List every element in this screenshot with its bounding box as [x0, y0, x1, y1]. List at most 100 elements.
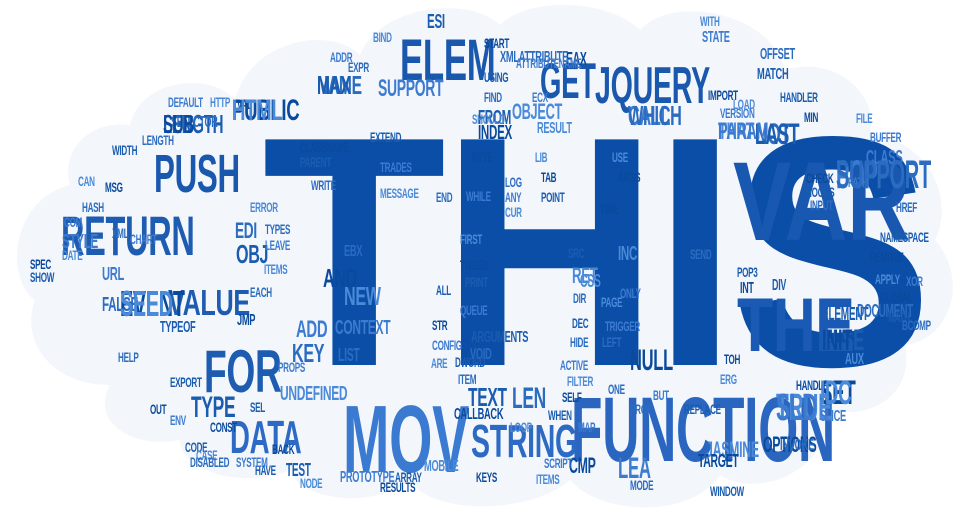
cloud-word: ECX [532, 89, 548, 105]
cloud-word: LEAVE [265, 237, 291, 253]
cloud-word: AND [323, 263, 358, 293]
cloud-word: WHEN [548, 407, 572, 423]
cloud-word: PROPS [278, 359, 305, 375]
cloud-word: HTML [232, 94, 283, 127]
cloud-word: CAN [78, 173, 95, 189]
cloud-word: INVOKE [780, 437, 814, 454]
cloud-word: CLASS [866, 147, 903, 169]
cloud-word: INIT [822, 324, 853, 357]
cloud-word: SLICE [820, 408, 846, 425]
cloud-word: DWORD [455, 354, 486, 370]
cloud-word: LOOP [510, 419, 532, 435]
cloud-word: FILTER [567, 373, 594, 389]
cloud-word: ARRAY [395, 469, 422, 485]
cloud-word: INDEX [478, 122, 513, 144]
cloud-word: ADDR [330, 49, 353, 65]
cloud-word: TARGET [698, 451, 739, 471]
cloud-word: OUT [150, 401, 167, 417]
cloud-word: WITH [700, 13, 720, 29]
cloud-word: FILE [856, 110, 873, 126]
cloud-word: FIND [484, 89, 502, 105]
cloud-word: ERG [720, 371, 737, 387]
cloud-word-large: VAR [733, 139, 910, 264]
cloud-word: CMP [569, 453, 596, 478]
cloud-word: SPEC [30, 256, 51, 272]
cloud-word: CHECK [806, 170, 834, 186]
cloud-word: HANDLER [780, 89, 818, 105]
cloud-word: MAP [578, 419, 596, 435]
cloud-word: INT [740, 280, 754, 297]
cloud-word: CONST [210, 419, 237, 435]
cloud-word: POP [836, 153, 878, 197]
cloud-word: TEXT [468, 382, 507, 412]
cloud-word: TRUE [776, 387, 832, 429]
cloud-word: CONTEXT [335, 317, 391, 339]
cloud-word: STATE [702, 29, 730, 46]
cloud-word-large: THE [737, 283, 855, 368]
cloud-word: KEYS [476, 469, 497, 485]
cloud-word: SELECTOR [171, 114, 218, 131]
cloud-word: SUPPORT [836, 153, 931, 197]
cloud-word: NEW [344, 281, 381, 311]
cloud-word: DISABLED [190, 454, 230, 470]
cloud-word: OBJ [236, 239, 269, 269]
cloud-word: PRINT [465, 274, 488, 290]
cloud-word: VOID [470, 346, 492, 363]
cloud-word: ARGUMENTS [471, 329, 529, 346]
cloud-word: XMLATTRIBUTE [500, 49, 569, 66]
cloud-word: AUX [845, 351, 864, 368]
cloud-word: RESULT [537, 120, 572, 137]
cloud-word: EACH [250, 284, 272, 300]
cloud-word: ONLY [620, 285, 641, 301]
cloud-word: COM [64, 214, 83, 230]
cloud-word: WHICH [628, 100, 682, 131]
cloud-word: CONFIG [432, 337, 462, 353]
cloud-word-large: GET [540, 53, 596, 109]
cloud-word: PROP [630, 401, 652, 417]
cloud-word-large: PUSH [154, 144, 240, 204]
cloud-word: HTTP [210, 94, 231, 110]
cloud-word: BCOMP [902, 317, 931, 333]
cloud-word: ADD [296, 316, 328, 343]
cloud-word: REMOVE [870, 249, 904, 265]
cloud-word: CUR [505, 204, 522, 220]
cloud-word: BIND [373, 29, 392, 45]
cloud-word: TRIGGER [605, 318, 640, 334]
cloud-word: NAMESPACE [880, 229, 929, 245]
cloud-word: ATTRIBUTENAME [516, 55, 582, 71]
cloud-word: TYPE [191, 391, 236, 424]
cloud-word: STYLE [62, 231, 98, 253]
cloud-word: WRITE [311, 177, 336, 193]
cloud-word: ITEMS [536, 471, 560, 487]
cloud-word: HANDLE [796, 377, 829, 393]
cloud-word: ARE [431, 355, 448, 371]
cloud-word: NOT [755, 118, 791, 151]
cloud-word: SET [820, 374, 856, 412]
cloud-word: LEA [618, 452, 651, 485]
cloud-word: EBX [344, 243, 363, 260]
cloud-word: INC [618, 243, 638, 265]
cloud-word: START [484, 35, 510, 51]
cloud-word: REPLACE [684, 401, 721, 417]
cloud-word: WHILE [466, 188, 491, 204]
cloud-word: LAST [755, 118, 800, 151]
cloud-word: EXPORT [170, 374, 202, 390]
cloud-word: DATE [62, 247, 83, 263]
cloud-word: ERROR [250, 199, 278, 215]
cloud-word: LIST [338, 345, 360, 365]
cloud-word: APPLY [875, 271, 900, 287]
cloud-word: TIME [600, 201, 619, 217]
cloud-word: SUB [163, 109, 194, 139]
cloud-word: DIR [573, 290, 587, 306]
cloud-word: VERSION [720, 105, 755, 121]
cloud-word-large: ELEM [400, 28, 496, 93]
cloud-word: BUT [653, 387, 669, 403]
cloud-word: DOCUMENT [857, 301, 913, 321]
cloud-word: ITEMS [264, 261, 288, 277]
cloud-word: CSS [580, 271, 601, 291]
cloud-word: HELP [118, 349, 139, 365]
cloud-word: EVENT [120, 283, 185, 324]
cloud-word-hero: THIS [262, 68, 933, 435]
cloud-word-large: FUNCTION [571, 379, 835, 481]
